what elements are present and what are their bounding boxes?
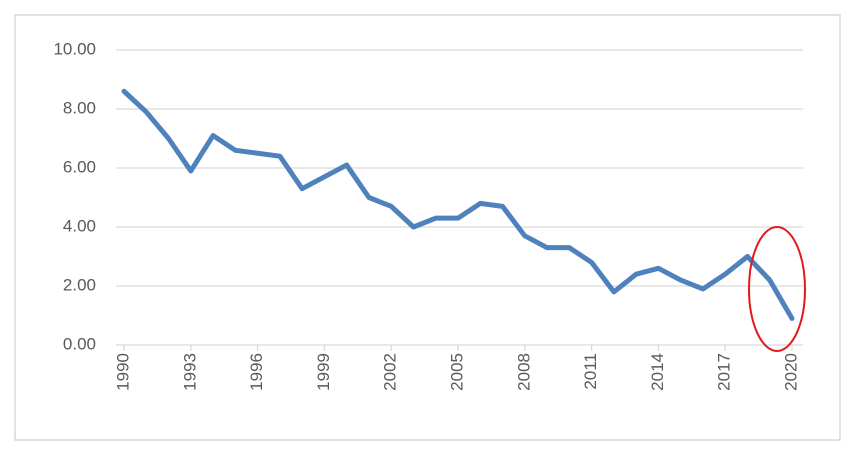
y-tick-label: 10.00 (53, 39, 96, 58)
x-tick-label: 1996 (247, 353, 266, 391)
y-tick-label: 2.00 (63, 275, 96, 294)
y-tick-label: 6.00 (63, 157, 96, 176)
x-tick-label: 2014 (648, 353, 667, 391)
x-tick-label: 2011 (581, 353, 600, 390)
x-tick-label: 2017 (715, 353, 734, 391)
x-tick-label: 2020 (781, 353, 800, 391)
data-line (121, 88, 795, 321)
y-tick-label: 8.00 (63, 98, 96, 117)
x-tick-label: 1993 (180, 353, 199, 391)
x-tick-label: 1999 (314, 353, 333, 391)
highlight-ellipse (748, 226, 806, 352)
y-tick-label: 4.00 (63, 216, 96, 235)
x-tick-label: 2008 (514, 353, 533, 391)
grid: 0.00 2.00 4.00 6.00 8.00 10.00 1990 1993 1996 199… (53, 39, 803, 391)
x-tick-label: 2002 (381, 353, 400, 391)
x-tick-label: 2005 (447, 353, 466, 391)
plot (121, 88, 795, 321)
y-tick-label: 0.00 (63, 334, 96, 353)
x-tick-label: 1990 (113, 353, 132, 391)
